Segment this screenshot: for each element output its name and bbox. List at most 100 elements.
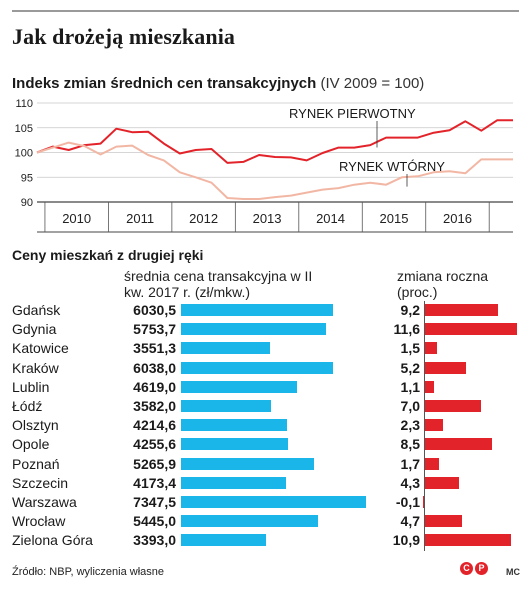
change-bar bbox=[425, 380, 434, 393]
table-row: Zielona Góra 3393,0 10,9 bbox=[0, 531, 529, 550]
change-bar bbox=[425, 476, 460, 489]
price-bar bbox=[181, 380, 298, 393]
table-row: Wrocław 5445,0 4,7 bbox=[0, 512, 529, 531]
series-line bbox=[36, 119, 513, 164]
table-row: Łódź 3582,0 7,0 bbox=[0, 397, 529, 416]
x-tick-label: 2010 bbox=[62, 211, 91, 226]
price-value: 7347,5 bbox=[133, 493, 176, 510]
price-value: 4619,0 bbox=[133, 378, 176, 395]
x-tick-label: 2012 bbox=[189, 211, 218, 226]
city-name: Szczecin bbox=[12, 474, 69, 491]
change-value: 10,9 bbox=[392, 532, 420, 549]
price-bar bbox=[181, 495, 366, 508]
chart-subtitle: (IV 2009 = 100) bbox=[320, 75, 425, 92]
source-note: Źródło: NBP, wyliczenia własne bbox=[12, 566, 165, 578]
page-title: Jak drożeją mieszkania bbox=[12, 24, 236, 49]
city-name: Olsztyn bbox=[12, 417, 59, 434]
table-row: Gdańsk 6030,5 9,2 bbox=[0, 301, 529, 320]
series-line bbox=[36, 141, 513, 200]
city-name: Kraków bbox=[12, 359, 59, 376]
change-value: 1,1 bbox=[400, 378, 420, 395]
change-value: 5,2 bbox=[400, 359, 420, 376]
city-name: Warszawa bbox=[12, 493, 77, 510]
change-value: 8,5 bbox=[400, 436, 420, 453]
price-value: 6030,5 bbox=[133, 302, 176, 318]
city-name: Gdańsk bbox=[12, 302, 61, 318]
price-column-header: średnia cena transakcyjna w II kw. 2017 … bbox=[124, 268, 313, 300]
top-rule bbox=[12, 10, 519, 12]
table-row: Warszawa 7347,5 -0,1 bbox=[0, 493, 529, 512]
change-bar bbox=[425, 342, 437, 355]
section-title: Ceny mieszkań z drugiej ręki bbox=[12, 247, 204, 263]
y-tick-label: 105 bbox=[15, 123, 33, 135]
change-value: 11,6 bbox=[393, 321, 420, 338]
change-value: -0,1 bbox=[395, 493, 420, 510]
table-row: Gdynia 5753,7 11,6 bbox=[0, 320, 529, 339]
price-bar bbox=[181, 476, 287, 489]
city-name: Wrocław bbox=[12, 513, 66, 530]
chart-title: Indeks zmian średnich cen transakcyjnych… bbox=[12, 75, 424, 92]
price-bar bbox=[181, 457, 314, 470]
x-tick-label: 2015 bbox=[380, 211, 409, 226]
table-row: Szczecin 4173,4 4,3 bbox=[0, 474, 529, 493]
change-bar bbox=[425, 419, 444, 432]
change-value: 1,5 bbox=[400, 340, 420, 357]
change-bar bbox=[425, 457, 439, 470]
price-bar bbox=[181, 438, 289, 451]
city-name: Lublin bbox=[12, 378, 50, 395]
index-line-chart: 90 95 100 105 110 2010 2011 2012 2013 2014 2015 201… bbox=[15, 98, 513, 233]
change-bar bbox=[425, 304, 498, 316]
series-label-rynek-pierwotny: RYNEK PIERWOTNY bbox=[289, 106, 416, 121]
city-name: Opole bbox=[12, 436, 50, 453]
change-value: 7,0 bbox=[400, 397, 420, 414]
y-tick-label: 95 bbox=[21, 172, 33, 184]
price-bar bbox=[181, 399, 272, 412]
x-tick-label: 2011 bbox=[126, 211, 154, 226]
price-value: 4173,4 bbox=[133, 474, 176, 491]
chart-title-main: Indeks zmian średnich cen transakcyjnych bbox=[12, 75, 317, 92]
price-value: 4255,6 bbox=[133, 436, 176, 453]
price-bar bbox=[181, 361, 333, 374]
table-row: Olsztyn 4214,6 2,3 bbox=[0, 416, 529, 435]
price-value: 6038,0 bbox=[133, 359, 176, 376]
city-price-table: Gdańsk 6030,5 9,2 Gdynia 5753,7 11,6 Katowice 3… bbox=[0, 301, 529, 550]
y-tick-label: 90 bbox=[21, 197, 33, 209]
price-bar bbox=[181, 534, 267, 547]
change-bar bbox=[425, 361, 467, 374]
city-name: Łódź bbox=[12, 397, 43, 414]
p-circle-icon: P bbox=[475, 562, 488, 575]
change-bar bbox=[425, 399, 481, 412]
price-bar bbox=[181, 419, 288, 432]
change-column-header: zmiana roczna (proc.) bbox=[397, 268, 489, 300]
price-bar bbox=[181, 515, 319, 528]
price-bar bbox=[181, 323, 326, 336]
city-name: Zielona Góra bbox=[12, 532, 93, 549]
change-bar bbox=[425, 323, 517, 336]
price-value: 5753,7 bbox=[133, 321, 176, 338]
price-bar bbox=[181, 342, 271, 355]
change-bar bbox=[425, 515, 463, 528]
copyright-icon: C bbox=[460, 562, 473, 575]
y-tick-label: 100 bbox=[15, 148, 33, 160]
change-value: 2,3 bbox=[400, 417, 420, 434]
price-value: 5445,0 bbox=[133, 513, 176, 530]
x-tick-label: 2013 bbox=[253, 211, 282, 226]
price-value: 4214,6 bbox=[133, 417, 176, 434]
price-value: 3551,3 bbox=[133, 340, 176, 357]
price-value: 3582,0 bbox=[133, 397, 176, 414]
city-name: Katowice bbox=[12, 340, 69, 357]
author-initials: MC bbox=[506, 567, 520, 577]
change-value: 4,3 bbox=[400, 474, 420, 491]
table-row: Katowice 3551,3 1,5 bbox=[0, 339, 529, 358]
city-name: Gdynia bbox=[12, 321, 57, 338]
change-value: 4,7 bbox=[400, 513, 420, 530]
change-value: 9,2 bbox=[400, 302, 420, 318]
price-bar bbox=[181, 304, 333, 316]
change-bar bbox=[425, 438, 493, 451]
table-row: Lublin 4619,0 1,1 bbox=[0, 378, 529, 397]
change-bar bbox=[423, 495, 424, 508]
change-value: 1,7 bbox=[400, 455, 420, 472]
price-value: 3393,0 bbox=[133, 532, 176, 549]
table-row: Poznań 5265,9 1,7 bbox=[0, 455, 529, 474]
table-row: Kraków 6038,0 5,2 bbox=[0, 359, 529, 378]
